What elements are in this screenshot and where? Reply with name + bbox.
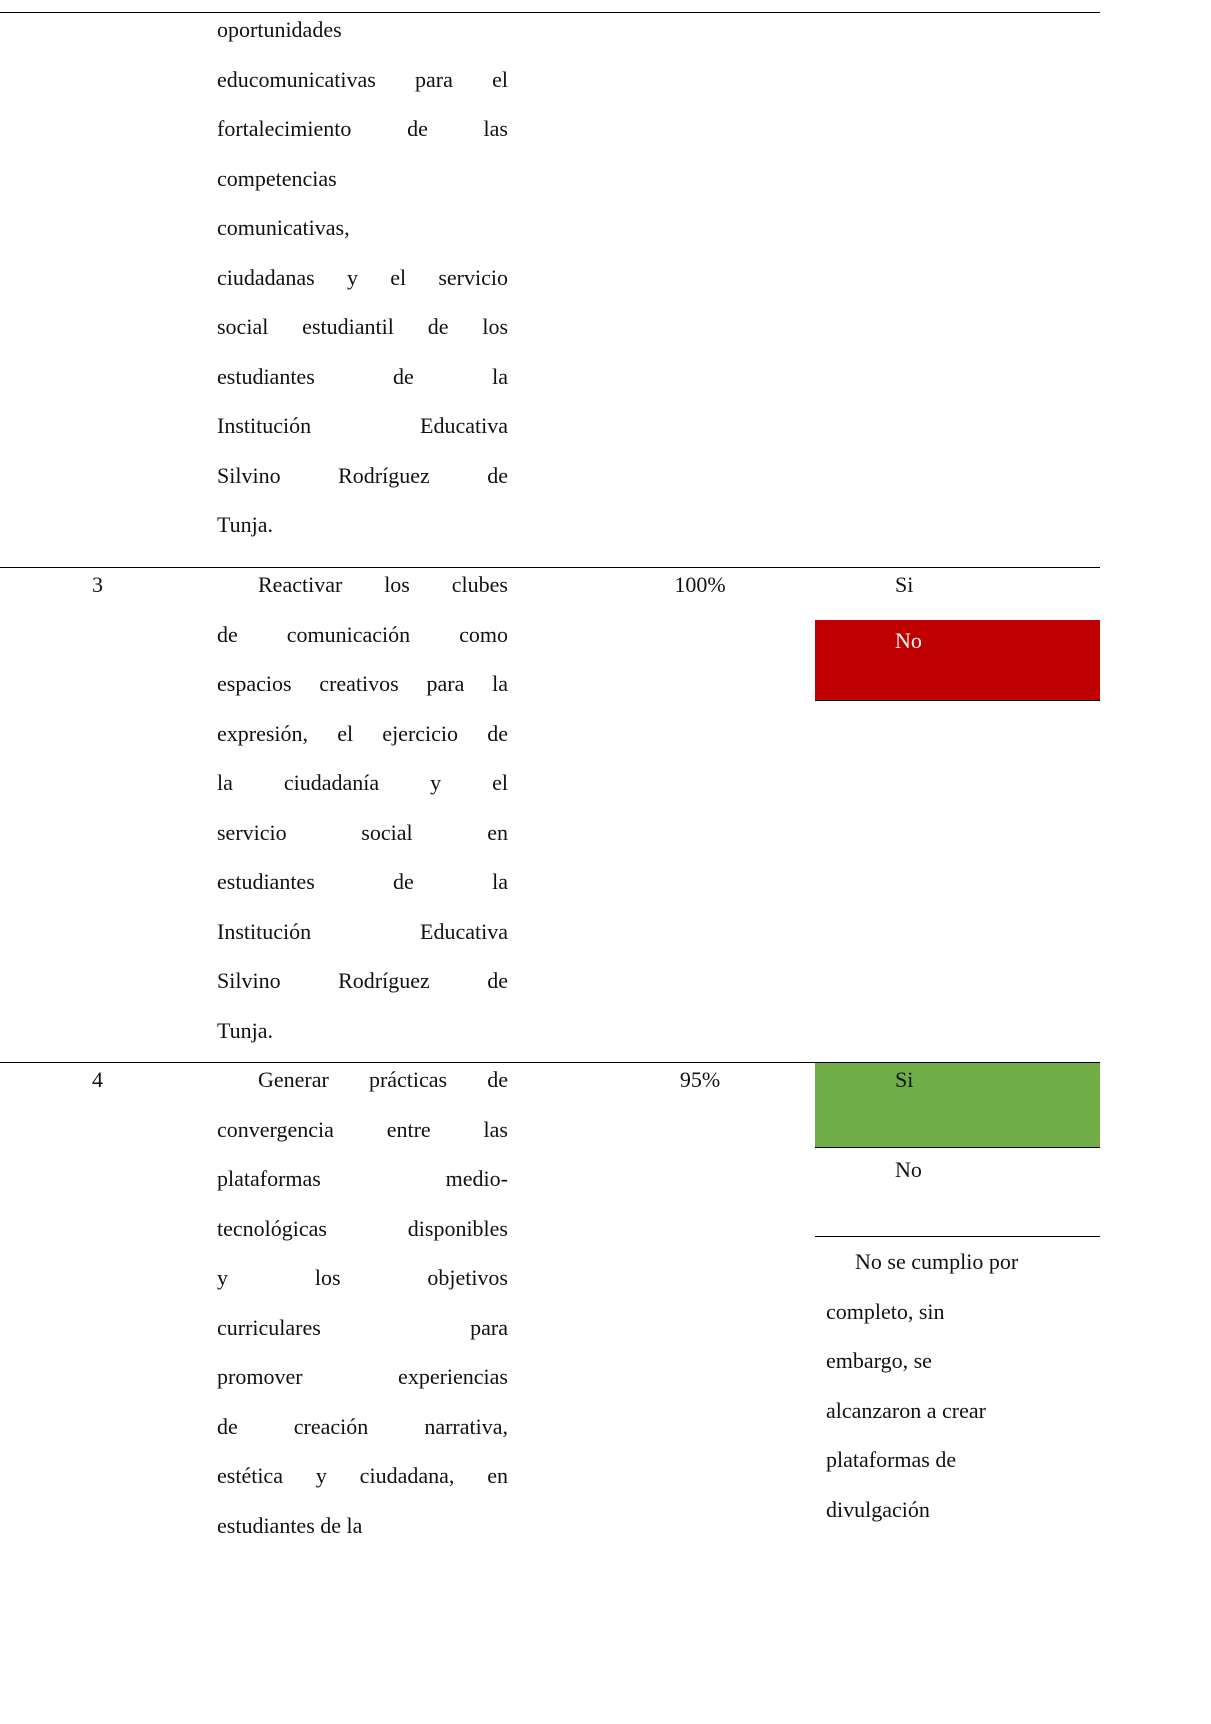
row-rule bbox=[0, 1062, 1100, 1063]
highlight-no bbox=[815, 620, 1100, 701]
row-number: 4 bbox=[92, 1067, 103, 1092]
text-line: embargo, se bbox=[826, 1348, 932, 1373]
text-line: la ciudadanía y el bbox=[217, 770, 508, 795]
text-line: educomunicativas para el bbox=[217, 66, 508, 92]
option: Si bbox=[895, 572, 914, 597]
text-line: de creación narrativa, bbox=[217, 1413, 508, 1439]
text-line: de comunicación como bbox=[217, 621, 508, 647]
text-line: plataformas de bbox=[826, 1447, 957, 1472]
text-line: comunicativas, bbox=[217, 215, 350, 240]
text-line: plataformas medio- bbox=[217, 1166, 508, 1191]
text-line: divulgación bbox=[826, 1496, 930, 1522]
row-number: 3 bbox=[92, 572, 103, 597]
text-line: expresión, el ejercicio de bbox=[217, 720, 508, 746]
text-line: Reactivar los clubes bbox=[258, 572, 508, 597]
text-line: competencias bbox=[217, 165, 337, 191]
text-line: promover experiencias bbox=[217, 1364, 508, 1389]
text-line: servicio social en bbox=[217, 819, 508, 845]
text-line: Tunja. bbox=[217, 1017, 274, 1043]
text-line: fortalecimiento de las bbox=[217, 116, 508, 141]
text-line: Institución Educativa bbox=[217, 413, 508, 438]
text-line: estudiantes de la bbox=[217, 869, 508, 894]
text-line: estudiantes de la bbox=[217, 1512, 363, 1538]
text-line: estética y ciudadana, en bbox=[217, 1463, 508, 1488]
option: Si bbox=[895, 1067, 914, 1092]
text-line: y los objetivos bbox=[217, 1265, 508, 1290]
text-line: convergencia entre las bbox=[217, 1116, 508, 1142]
text-line: curriculares para bbox=[217, 1314, 508, 1340]
percent: 100% bbox=[674, 572, 726, 597]
text-line: Institución Educativa bbox=[217, 918, 508, 944]
text-line: tecnológicas disponibles bbox=[217, 1215, 508, 1241]
row-rule bbox=[0, 12, 1100, 13]
text-line: alcanzaron a crear bbox=[826, 1397, 986, 1423]
text-line: Silvino Rodríguez de bbox=[217, 968, 508, 993]
option: No bbox=[895, 628, 922, 653]
text-line: estudiantes de la bbox=[217, 363, 508, 389]
text-line: ciudadanas y el servicio bbox=[217, 264, 508, 290]
text-line: espacios creativos para la bbox=[217, 671, 508, 696]
row-rule bbox=[0, 567, 1100, 568]
text-line: No se cumplio por bbox=[855, 1249, 1019, 1274]
text-line: completo, sin bbox=[826, 1298, 945, 1324]
text-line: Tunja. bbox=[217, 512, 274, 537]
highlight-si bbox=[815, 1063, 1100, 1148]
text-line: Generar prácticas de bbox=[258, 1067, 508, 1092]
text-line: oportunidades bbox=[217, 17, 342, 42]
text-line: Silvino Rodríguez de bbox=[217, 462, 508, 488]
cell-rule bbox=[815, 1236, 1100, 1237]
percent: 95% bbox=[679, 1067, 721, 1092]
option: No bbox=[895, 1157, 922, 1182]
text-line: social estudiantil de los bbox=[217, 314, 508, 339]
